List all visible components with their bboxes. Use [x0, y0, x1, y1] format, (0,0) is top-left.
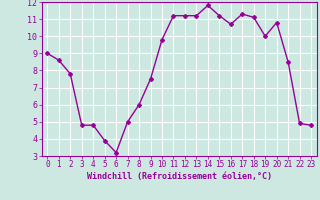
X-axis label: Windchill (Refroidissement éolien,°C): Windchill (Refroidissement éolien,°C) — [87, 172, 272, 181]
